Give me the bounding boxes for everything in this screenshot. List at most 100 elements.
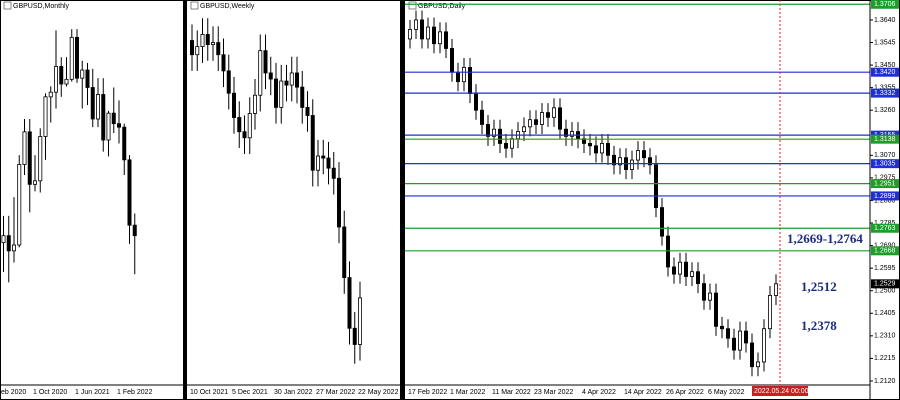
candle-body [237, 117, 242, 133]
candle-body [468, 67, 473, 94]
candle-body [737, 330, 742, 351]
candle-body [200, 34, 205, 48]
candle-body [336, 177, 341, 228]
level-label: 1.2763 [874, 225, 896, 232]
candle-body [221, 54, 226, 72]
candle-body [253, 94, 258, 114]
candle-body [480, 109, 485, 125]
candle-body [101, 94, 106, 141]
candle-body [563, 128, 568, 137]
candle-body [295, 72, 300, 88]
candle-body [205, 34, 210, 45]
candle-body [425, 26, 430, 40]
cursor-label-box [752, 386, 808, 396]
y-tick-label: 1.2405 [874, 310, 896, 317]
y-tick-label: 1.3355 [874, 84, 896, 91]
candle-body [569, 131, 574, 137]
candle-body [545, 112, 550, 118]
level-label: 1.3332 [874, 90, 896, 97]
level-label: 1.2668 [874, 248, 896, 255]
annotation: 1,2378 [801, 318, 837, 333]
candle-body [357, 297, 362, 345]
candle-body [474, 93, 479, 111]
candle-body [635, 150, 640, 161]
x-tick-label: 4 Apr 2022 [582, 389, 616, 396]
candle-body [725, 328, 730, 339]
candle-body [310, 115, 315, 171]
candle-body [539, 112, 544, 125]
candle-body [528, 119, 533, 128]
candle-body [38, 136, 43, 182]
chart-panel: eb 2020 1 Oct 2020 1 Jun 2021 1 Feb 2022 GBP… [0, 1, 183, 396]
level-label-box [871, 191, 899, 201]
candle-body [653, 164, 658, 208]
candle-body [773, 283, 778, 296]
candle-body [122, 126, 127, 161]
level-label-box [871, 179, 899, 189]
candle-body [216, 42, 221, 56]
candle-body [59, 66, 64, 85]
candle-body [713, 292, 718, 327]
candle-body [707, 292, 712, 301]
divider [400, 0, 405, 400]
chart-panel: 10 Oct 2021 5 Dec 2021 30 Jan 2022 27 Mar 2… [187, 1, 400, 396]
candle-body [510, 138, 515, 149]
candle-body [22, 131, 27, 165]
candle-body [462, 67, 467, 83]
candle-body [331, 167, 336, 179]
candle-body [665, 235, 670, 268]
x-tick-label: 23 Mar 2022 [534, 389, 573, 396]
candle-body [551, 107, 556, 118]
title-icon [408, 1, 417, 10]
candle-body [755, 361, 760, 368]
candle-body [27, 131, 32, 185]
candle-body [315, 155, 320, 171]
y-tick-label: 1.3545 [874, 39, 896, 46]
candle-body [450, 48, 455, 73]
candle-body [321, 155, 326, 159]
level-label-box [871, 159, 899, 169]
candle-body [247, 113, 252, 139]
candle-body [689, 271, 694, 277]
candle-body [326, 157, 331, 169]
y-tick-label: 1.2120 [874, 378, 896, 385]
annotation: 1,2669-1,2764 [787, 231, 863, 246]
candle-body [605, 143, 610, 156]
x-tick-label: 10 Oct 2021 [190, 389, 228, 396]
y-tick-label: 1.2215 [874, 355, 896, 362]
title-icon [190, 1, 199, 10]
x-tick-label: 26 Apr 2022 [666, 389, 704, 396]
y-tick-label: 1.2785 [874, 220, 896, 227]
candle-body [75, 36, 80, 79]
candle-body [498, 128, 503, 144]
candle-body [17, 164, 22, 246]
level-label: 1.3706 [874, 1, 896, 8]
candle-body [695, 271, 700, 284]
candle-body [683, 261, 688, 277]
candle-body [599, 143, 604, 154]
level-label-box [871, 134, 899, 144]
candle-body [486, 124, 491, 137]
candle-body [629, 159, 634, 170]
candle-body [342, 226, 347, 279]
candle-body [96, 94, 101, 120]
candle-body [413, 19, 418, 30]
divider [183, 0, 187, 400]
candle-body [210, 42, 215, 45]
x-tick-label: 22 May 2022 [358, 389, 399, 396]
candle-body [557, 107, 562, 130]
candle-body [533, 119, 538, 125]
candle-body [419, 19, 424, 40]
level-label-box [871, 67, 899, 77]
title-icon [3, 1, 12, 10]
x-tick-label: 5 Dec 2021 [232, 389, 268, 396]
candle-body [743, 330, 748, 344]
candle-body [48, 91, 53, 98]
candle-body [6, 235, 11, 252]
candle-body [719, 325, 724, 330]
candle-body [85, 69, 90, 88]
y-tick-label: 1.2500 [874, 288, 896, 295]
candle-body [677, 261, 682, 275]
y-tick-label: 1.2975 [874, 175, 896, 182]
